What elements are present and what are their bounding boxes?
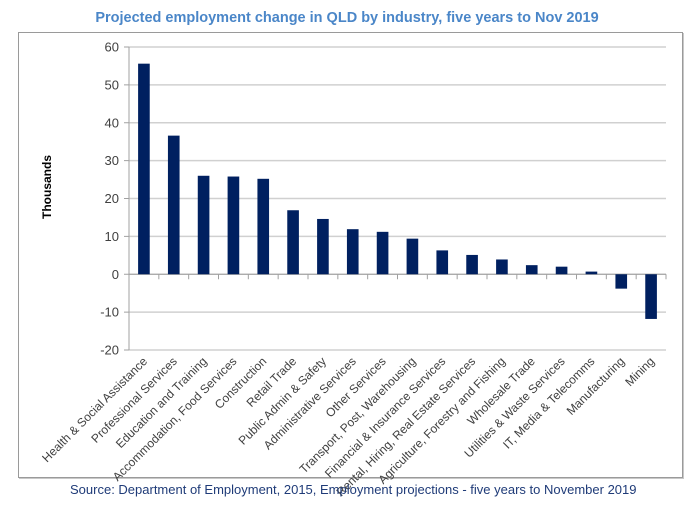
gridlines (129, 46, 666, 351)
bar (525, 265, 538, 275)
x-category-label: Mining (622, 354, 657, 389)
y-tick-label: 10 (105, 229, 119, 244)
bar (287, 210, 299, 275)
chart-title: Projected employment change in QLD by in… (95, 10, 599, 26)
y-tick-label: -20 (100, 343, 119, 358)
y-tick-label: 40 (105, 115, 119, 130)
bar (138, 63, 150, 275)
y-tick-label: 50 (105, 77, 119, 92)
bar (645, 274, 657, 319)
y-tick-label: 20 (105, 191, 119, 206)
bar (466, 254, 478, 275)
y-axis-label: Thousands (40, 155, 54, 219)
bar (227, 176, 240, 275)
bar (555, 266, 568, 275)
bar (496, 259, 508, 275)
bar (615, 274, 628, 289)
bar (436, 250, 449, 275)
axes (124, 46, 667, 351)
y-tick-label: 60 (105, 40, 119, 55)
bars (138, 63, 657, 319)
y-tick-labels: 60 50 40 30 20 10 0 -10 -20 (100, 40, 119, 358)
bar (167, 135, 180, 275)
y-tick-label: 30 (105, 153, 119, 168)
bar (406, 238, 419, 275)
bar (376, 231, 389, 275)
bar (585, 271, 598, 275)
y-tick-label: 0 (112, 267, 119, 282)
bar (197, 175, 210, 275)
bar (317, 218, 329, 275)
bar (346, 229, 359, 275)
y-tick-label: -10 (100, 305, 119, 320)
bar (257, 178, 270, 275)
source-note: Source: Department of Employment, 2015, … (70, 482, 637, 497)
